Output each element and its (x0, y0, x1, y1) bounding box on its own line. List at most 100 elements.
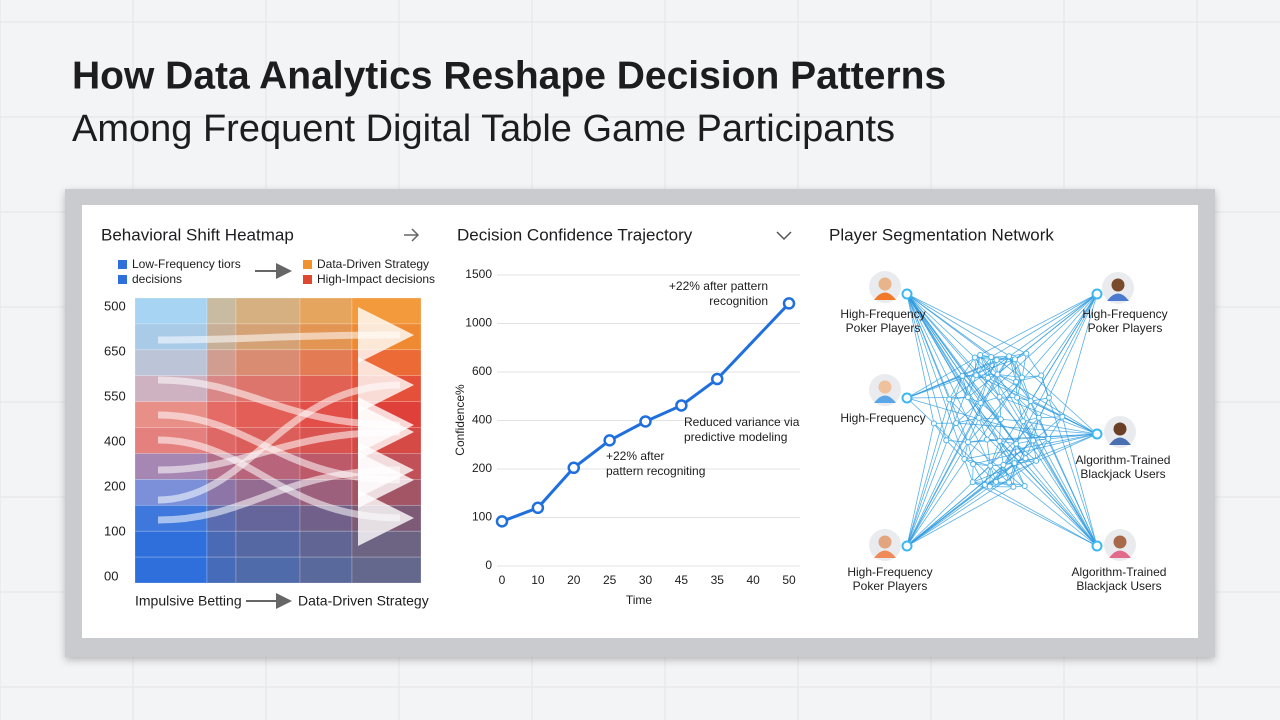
avatar-body (1109, 550, 1131, 558)
mesh-edge (997, 374, 1023, 378)
link (906, 293, 991, 466)
mesh-edge (1038, 416, 1063, 419)
link (906, 293, 947, 441)
mesh-edge (999, 396, 1002, 420)
link (1016, 397, 1098, 547)
row-label: 200 (104, 478, 126, 493)
avatar-body (1107, 293, 1129, 301)
link (906, 293, 965, 460)
expand-icon[interactable] (404, 228, 420, 242)
annotation: +22% after pattern (669, 279, 768, 293)
link (906, 293, 1027, 354)
mesh-edge (1015, 443, 1037, 462)
link (972, 433, 1098, 483)
link (989, 293, 1098, 466)
link (999, 396, 1098, 435)
mesh-node (1014, 394, 1021, 401)
y-tick-label: 1500 (465, 267, 492, 281)
link (906, 484, 986, 547)
link (906, 486, 1014, 547)
mesh-edge (999, 440, 1004, 465)
mesh-edge (948, 375, 963, 400)
flow-arrow (157, 404, 414, 474)
mesh-edge (1008, 356, 1017, 382)
heat-cell (206, 349, 237, 377)
mesh-node (1038, 372, 1045, 379)
heat-cell (235, 530, 301, 558)
link (1061, 416, 1098, 547)
network-title: Player Segmentation Network (829, 225, 1054, 244)
mesh-node (1019, 374, 1026, 381)
flow-arrow (157, 307, 414, 364)
x-tick-label: 30 (639, 573, 653, 587)
x-tick-label: 10 (531, 573, 545, 587)
node-label: Poker Players (1088, 321, 1163, 335)
x-tick-label: 40 (746, 573, 760, 587)
node-label: Blackjack Users (1080, 467, 1165, 481)
link (1022, 420, 1098, 435)
heat-cell (299, 349, 353, 377)
mesh-node (1010, 483, 1017, 490)
footer-from: Impulsive Betting (135, 593, 242, 609)
mesh-node (970, 461, 977, 468)
link (990, 293, 1098, 358)
heat-cell (351, 556, 422, 584)
avatar-body (874, 292, 896, 300)
y-tick-label: 0 (485, 558, 492, 572)
link (1008, 293, 1098, 483)
node-label: High-Frequency (1082, 307, 1167, 321)
link (972, 481, 1098, 547)
link (1040, 293, 1098, 376)
heat-cell (235, 349, 301, 377)
page-subtitle: Among Frequent Digital Table Game Partic… (72, 108, 895, 150)
mesh-edge (1048, 397, 1063, 417)
mesh-node (1035, 414, 1042, 421)
link (906, 293, 969, 443)
heat-cell (134, 530, 208, 558)
mesh-node (1023, 350, 1030, 357)
link (906, 460, 1037, 547)
anchor (901, 392, 913, 404)
node-label: Algorithm-Trained (1072, 565, 1167, 579)
x-tick-label: 35 (711, 573, 725, 587)
mesh-node (988, 354, 995, 361)
mesh-node (977, 351, 984, 358)
mesh-edge (964, 458, 991, 467)
avatar-head (1111, 278, 1125, 292)
mesh-node (1013, 378, 1020, 385)
mesh-node (987, 462, 994, 469)
heat-cell (351, 479, 422, 506)
flow-arrow (157, 442, 414, 524)
anchor (1091, 288, 1103, 300)
avatar-head (1113, 422, 1127, 436)
y-tick-label: 1000 (465, 316, 492, 330)
mesh-node (973, 372, 980, 379)
link (948, 399, 1098, 547)
link (999, 396, 1098, 547)
mesh-node (1011, 356, 1018, 363)
avatar-head (878, 535, 892, 549)
link (906, 399, 950, 547)
point (495, 515, 509, 528)
link (1033, 433, 1098, 441)
legend-swatch (303, 260, 312, 269)
dropdown-icon[interactable] (776, 231, 792, 241)
heat-cell (351, 297, 422, 325)
heat-cell (235, 504, 301, 532)
avatar-head (878, 277, 892, 291)
mesh-node (943, 437, 950, 444)
legend-label: Data-Driven Strategy (317, 257, 429, 271)
page-title: How Data Analytics Reshape Decision Patt… (72, 54, 946, 97)
mesh-node (996, 393, 1003, 400)
point (675, 399, 688, 412)
mesh-edge (986, 439, 991, 466)
link (974, 293, 1098, 358)
mesh-node (1033, 457, 1040, 464)
point (603, 434, 616, 447)
node-label: Poker Players (846, 321, 921, 335)
mesh-node (996, 437, 1003, 444)
mesh-edge (1035, 438, 1049, 462)
mesh-node (1030, 437, 1037, 444)
link (979, 354, 1098, 547)
